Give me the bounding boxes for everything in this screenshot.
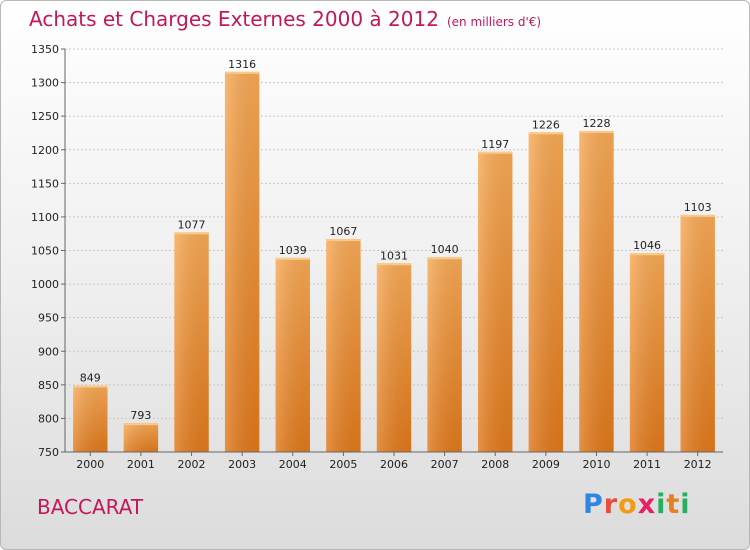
data-label: 1031 bbox=[380, 249, 408, 262]
axis-layer: 750 800 850 900 950 1000 1050 1100 1150 1200 1250 1… bbox=[31, 43, 723, 471]
data-label: 1316 bbox=[228, 58, 256, 71]
y-tick-label: 1200 bbox=[31, 144, 59, 157]
data-label: 793 bbox=[130, 409, 151, 422]
bar-group bbox=[528, 132, 564, 452]
bar-shade bbox=[376, 263, 412, 452]
bar-group bbox=[629, 253, 665, 452]
data-label: 1077 bbox=[178, 218, 206, 231]
logo-letter: i bbox=[680, 489, 691, 520]
data-label: 1039 bbox=[279, 244, 307, 257]
data-label: 1103 bbox=[684, 201, 712, 214]
logo-letter: P bbox=[583, 489, 604, 520]
bar-shade bbox=[629, 253, 665, 452]
x-tick-label: 2000 bbox=[76, 458, 104, 471]
bar-shade bbox=[326, 239, 361, 452]
x-tick-label: 2005 bbox=[329, 458, 357, 471]
bar-group bbox=[579, 130, 614, 452]
x-tick-label: 2011 bbox=[633, 458, 661, 471]
x-tick-label: 2007 bbox=[431, 458, 459, 471]
chart-subtitle: (en milliers d'€) bbox=[446, 15, 542, 29]
bar-top bbox=[275, 257, 310, 260]
x-tick-label: 2002 bbox=[178, 458, 206, 471]
commune-name: BACCARAT bbox=[37, 495, 144, 519]
y-tick-label: 750 bbox=[38, 446, 59, 459]
x-tick-label: 2010 bbox=[582, 458, 610, 471]
bar-group bbox=[478, 151, 513, 452]
y-tick-label: 1300 bbox=[31, 77, 59, 90]
bar-group bbox=[174, 232, 209, 452]
y-tick-label: 850 bbox=[38, 379, 59, 392]
data-label: 1067 bbox=[329, 225, 357, 238]
bar-shade bbox=[123, 423, 159, 452]
x-tick-label: 2004 bbox=[279, 458, 307, 471]
bar-shade bbox=[275, 257, 310, 452]
logo-letter: r bbox=[603, 489, 619, 520]
bar-shade bbox=[224, 71, 260, 452]
data-label: 849 bbox=[80, 372, 101, 385]
data-label: 1228 bbox=[582, 117, 610, 130]
data-label: 1197 bbox=[481, 138, 509, 151]
bar-top bbox=[326, 239, 361, 242]
data-label: 1046 bbox=[633, 239, 661, 252]
x-tick-label: 2006 bbox=[380, 458, 408, 471]
bar-group bbox=[326, 239, 361, 452]
logo-letter: x bbox=[637, 489, 657, 520]
x-tick-label: 2009 bbox=[532, 458, 560, 471]
bar-shade bbox=[174, 232, 209, 452]
bar-shade bbox=[73, 385, 108, 452]
x-tick-label: 2003 bbox=[228, 458, 256, 471]
x-tick-label: 2001 bbox=[127, 458, 155, 471]
x-tick-label: 2008 bbox=[481, 458, 509, 471]
y-tick-label: 900 bbox=[38, 345, 59, 358]
bar-top bbox=[73, 385, 108, 388]
bar-top bbox=[528, 132, 564, 135]
data-label: 1040 bbox=[431, 243, 459, 256]
y-tick-label: 1100 bbox=[31, 211, 59, 224]
proxiti-logo: Proxiti bbox=[583, 489, 691, 520]
bar-top bbox=[629, 253, 665, 256]
bar-group bbox=[224, 71, 260, 452]
chart-title-text: Achats et Charges Externes 2000 à 2012 bbox=[29, 7, 439, 31]
y-tick-label: 1050 bbox=[31, 245, 59, 258]
bar-top bbox=[174, 232, 209, 235]
y-tick-label: 950 bbox=[38, 312, 59, 325]
bar-group bbox=[680, 214, 715, 452]
bar-group bbox=[73, 385, 108, 452]
logo-letter: o bbox=[618, 489, 638, 520]
bar-top bbox=[376, 263, 412, 266]
logo-letter: t bbox=[666, 489, 681, 520]
y-tick-label: 1150 bbox=[31, 177, 59, 190]
bar-group bbox=[275, 257, 310, 452]
bar-layer bbox=[73, 71, 715, 452]
bar-shade bbox=[579, 130, 614, 452]
y-tick-label: 1000 bbox=[31, 278, 59, 291]
y-tick-label: 1250 bbox=[31, 110, 59, 123]
bar-shade bbox=[528, 132, 564, 452]
bar-group bbox=[427, 257, 462, 452]
bar-top bbox=[680, 214, 715, 217]
bar-top bbox=[478, 151, 513, 154]
bar-top bbox=[427, 257, 462, 260]
bar-top bbox=[123, 423, 159, 426]
bar-group bbox=[376, 263, 412, 452]
bar-top bbox=[224, 71, 260, 74]
x-tick-label: 2012 bbox=[684, 458, 712, 471]
y-tick-label: 800 bbox=[38, 412, 59, 425]
bar-shade bbox=[427, 257, 462, 452]
bar-group bbox=[123, 423, 159, 452]
bar-top bbox=[579, 130, 614, 133]
y-tick-label: 1350 bbox=[31, 43, 59, 56]
bar-shade bbox=[478, 151, 513, 452]
chart-title: Achats et Charges Externes 2000 à 2012 (e… bbox=[29, 7, 541, 31]
logo-letter: i bbox=[656, 489, 667, 520]
data-label: 1226 bbox=[532, 118, 560, 131]
bar-shade bbox=[680, 214, 715, 452]
